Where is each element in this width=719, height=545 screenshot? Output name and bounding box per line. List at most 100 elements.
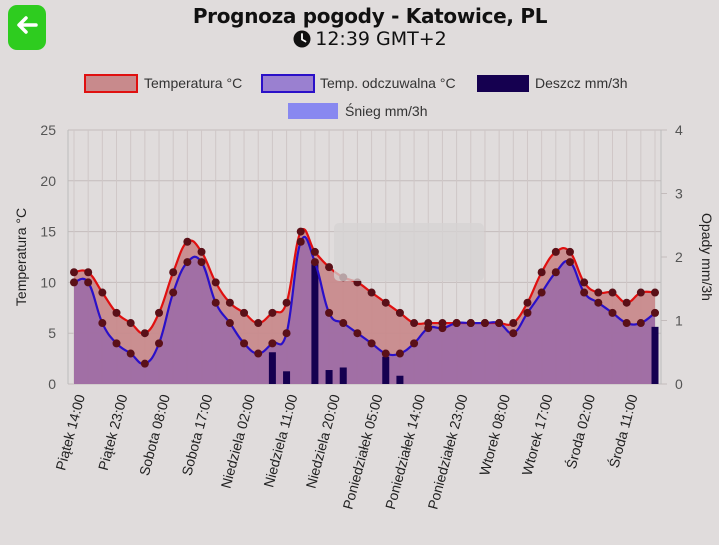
feels-like-area [74,236,655,384]
temperature-point [523,298,532,307]
feels-like-point [565,258,574,267]
feels-like-point [594,298,603,307]
temperature-point [509,319,518,328]
legend-swatch-feels-like[interactable] [261,74,315,93]
x-tick-label: Piątek 14:00 [52,392,88,472]
back-button[interactable] [8,5,46,50]
feels-like-point [240,339,249,348]
feels-like-point [509,329,518,338]
feels-like-point [537,288,546,297]
y-left-tick-label: 5 [48,325,56,341]
clock-icon [293,30,311,48]
temperature-point [367,288,376,297]
temperature-point [84,268,93,277]
x-tick-label: Środa 02:00 [562,392,598,470]
chart-bars [268,263,659,384]
x-tick-label: Poniedziałek 23:00 [424,392,470,511]
feels-like-point [424,324,433,333]
temperature-point [225,298,234,307]
feels-like-point [395,349,404,358]
feels-like-point [651,308,659,317]
rain-bar [311,263,319,384]
feels-like-point [183,258,192,267]
chart-legend: Temperatura °C Temp. odczuwalna °C Deszc… [84,74,628,119]
feels-like-point [225,319,234,328]
feels-like-point [495,319,504,328]
temperature-point [296,227,305,236]
x-tick-label: Wtorek 08:00 [476,392,513,477]
temperature-point [240,308,249,317]
feels-like-point [169,288,178,297]
x-tick-label: Środa 11:00 [605,392,641,469]
feels-like-point [268,339,277,348]
feels-like-point [254,349,263,358]
temperature-point [580,278,589,287]
feels-like-point [296,237,305,246]
legend-label-temperature: Temperatura °C [144,75,242,91]
feels-like-point [98,319,107,328]
temperature-point [622,298,631,307]
feels-like-point [211,298,220,307]
x-tick-label: Niedziela 02:00 [218,392,258,490]
rain-bar [339,367,347,384]
rain-bar [325,370,333,384]
feels-like-point [551,268,560,277]
feels-like-point [367,339,376,348]
x-tick-label: Piątek 23:00 [95,392,131,472]
feels-like-point [410,339,419,348]
temperature-point [126,319,135,328]
tooltip-overlay [334,223,484,281]
legend-swatch-rain[interactable] [477,75,529,92]
feels-like-point [523,308,532,317]
feels-like-point [155,339,164,348]
feels-like-point [310,258,319,267]
y-right-tick-label: 4 [675,122,683,138]
chart-points [70,227,659,368]
rain-bar [268,352,276,384]
legend-label-snow: Śnieg mm/3h [345,102,427,119]
feels-like-point [70,278,78,287]
feels-like-point [282,329,291,338]
feels-like-point [353,329,362,338]
feels-like-point [126,349,135,358]
y-left-tick-label: 10 [40,274,56,290]
temperature-point [395,308,404,317]
chart-areas [74,229,655,384]
time-subtitle: 12:39 GMT+2 [120,28,620,50]
y-left-tick-label: 0 [48,376,56,392]
feels-like-point [636,319,645,328]
y-left-tick-label: 25 [40,122,56,138]
rain-bar [396,375,404,384]
feels-like-point [381,349,390,358]
y-right-tick-label: 3 [675,186,683,202]
arrow-left-icon [14,12,40,43]
y-left-axis-title: Temperatura °C [13,208,29,306]
feels-like-point [438,324,447,333]
rain-bar [283,371,291,384]
temperature-point [594,288,603,297]
feels-like-point [608,308,617,317]
temperature-point [268,308,277,317]
temperature-point [254,319,263,328]
feels-like-point [622,319,631,328]
feels-like-point [197,258,206,267]
temperature-point [155,308,164,317]
y-left-tick-label: 20 [40,173,56,189]
y-right-axis-title: Opady mm/3h [699,213,715,301]
temperature-point [565,247,574,256]
feels-like-point [84,278,93,287]
temperature-point [381,298,390,307]
temperature-point [608,288,617,297]
y-right-tick-label: 1 [675,313,683,329]
legend-swatch-snow[interactable] [288,103,338,119]
temperature-point [651,288,659,297]
feels-like-point [580,288,589,297]
x-tick-label: Sobota 08:00 [136,392,173,477]
feels-like-point [480,319,489,328]
temperature-point [551,247,560,256]
legend-swatch-temperature[interactable] [84,74,138,93]
x-tick-label: Niedziela 20:00 [303,392,343,490]
temperature-point [112,308,121,317]
y-right-tick-label: 0 [675,376,683,392]
temperature-point [537,268,546,277]
